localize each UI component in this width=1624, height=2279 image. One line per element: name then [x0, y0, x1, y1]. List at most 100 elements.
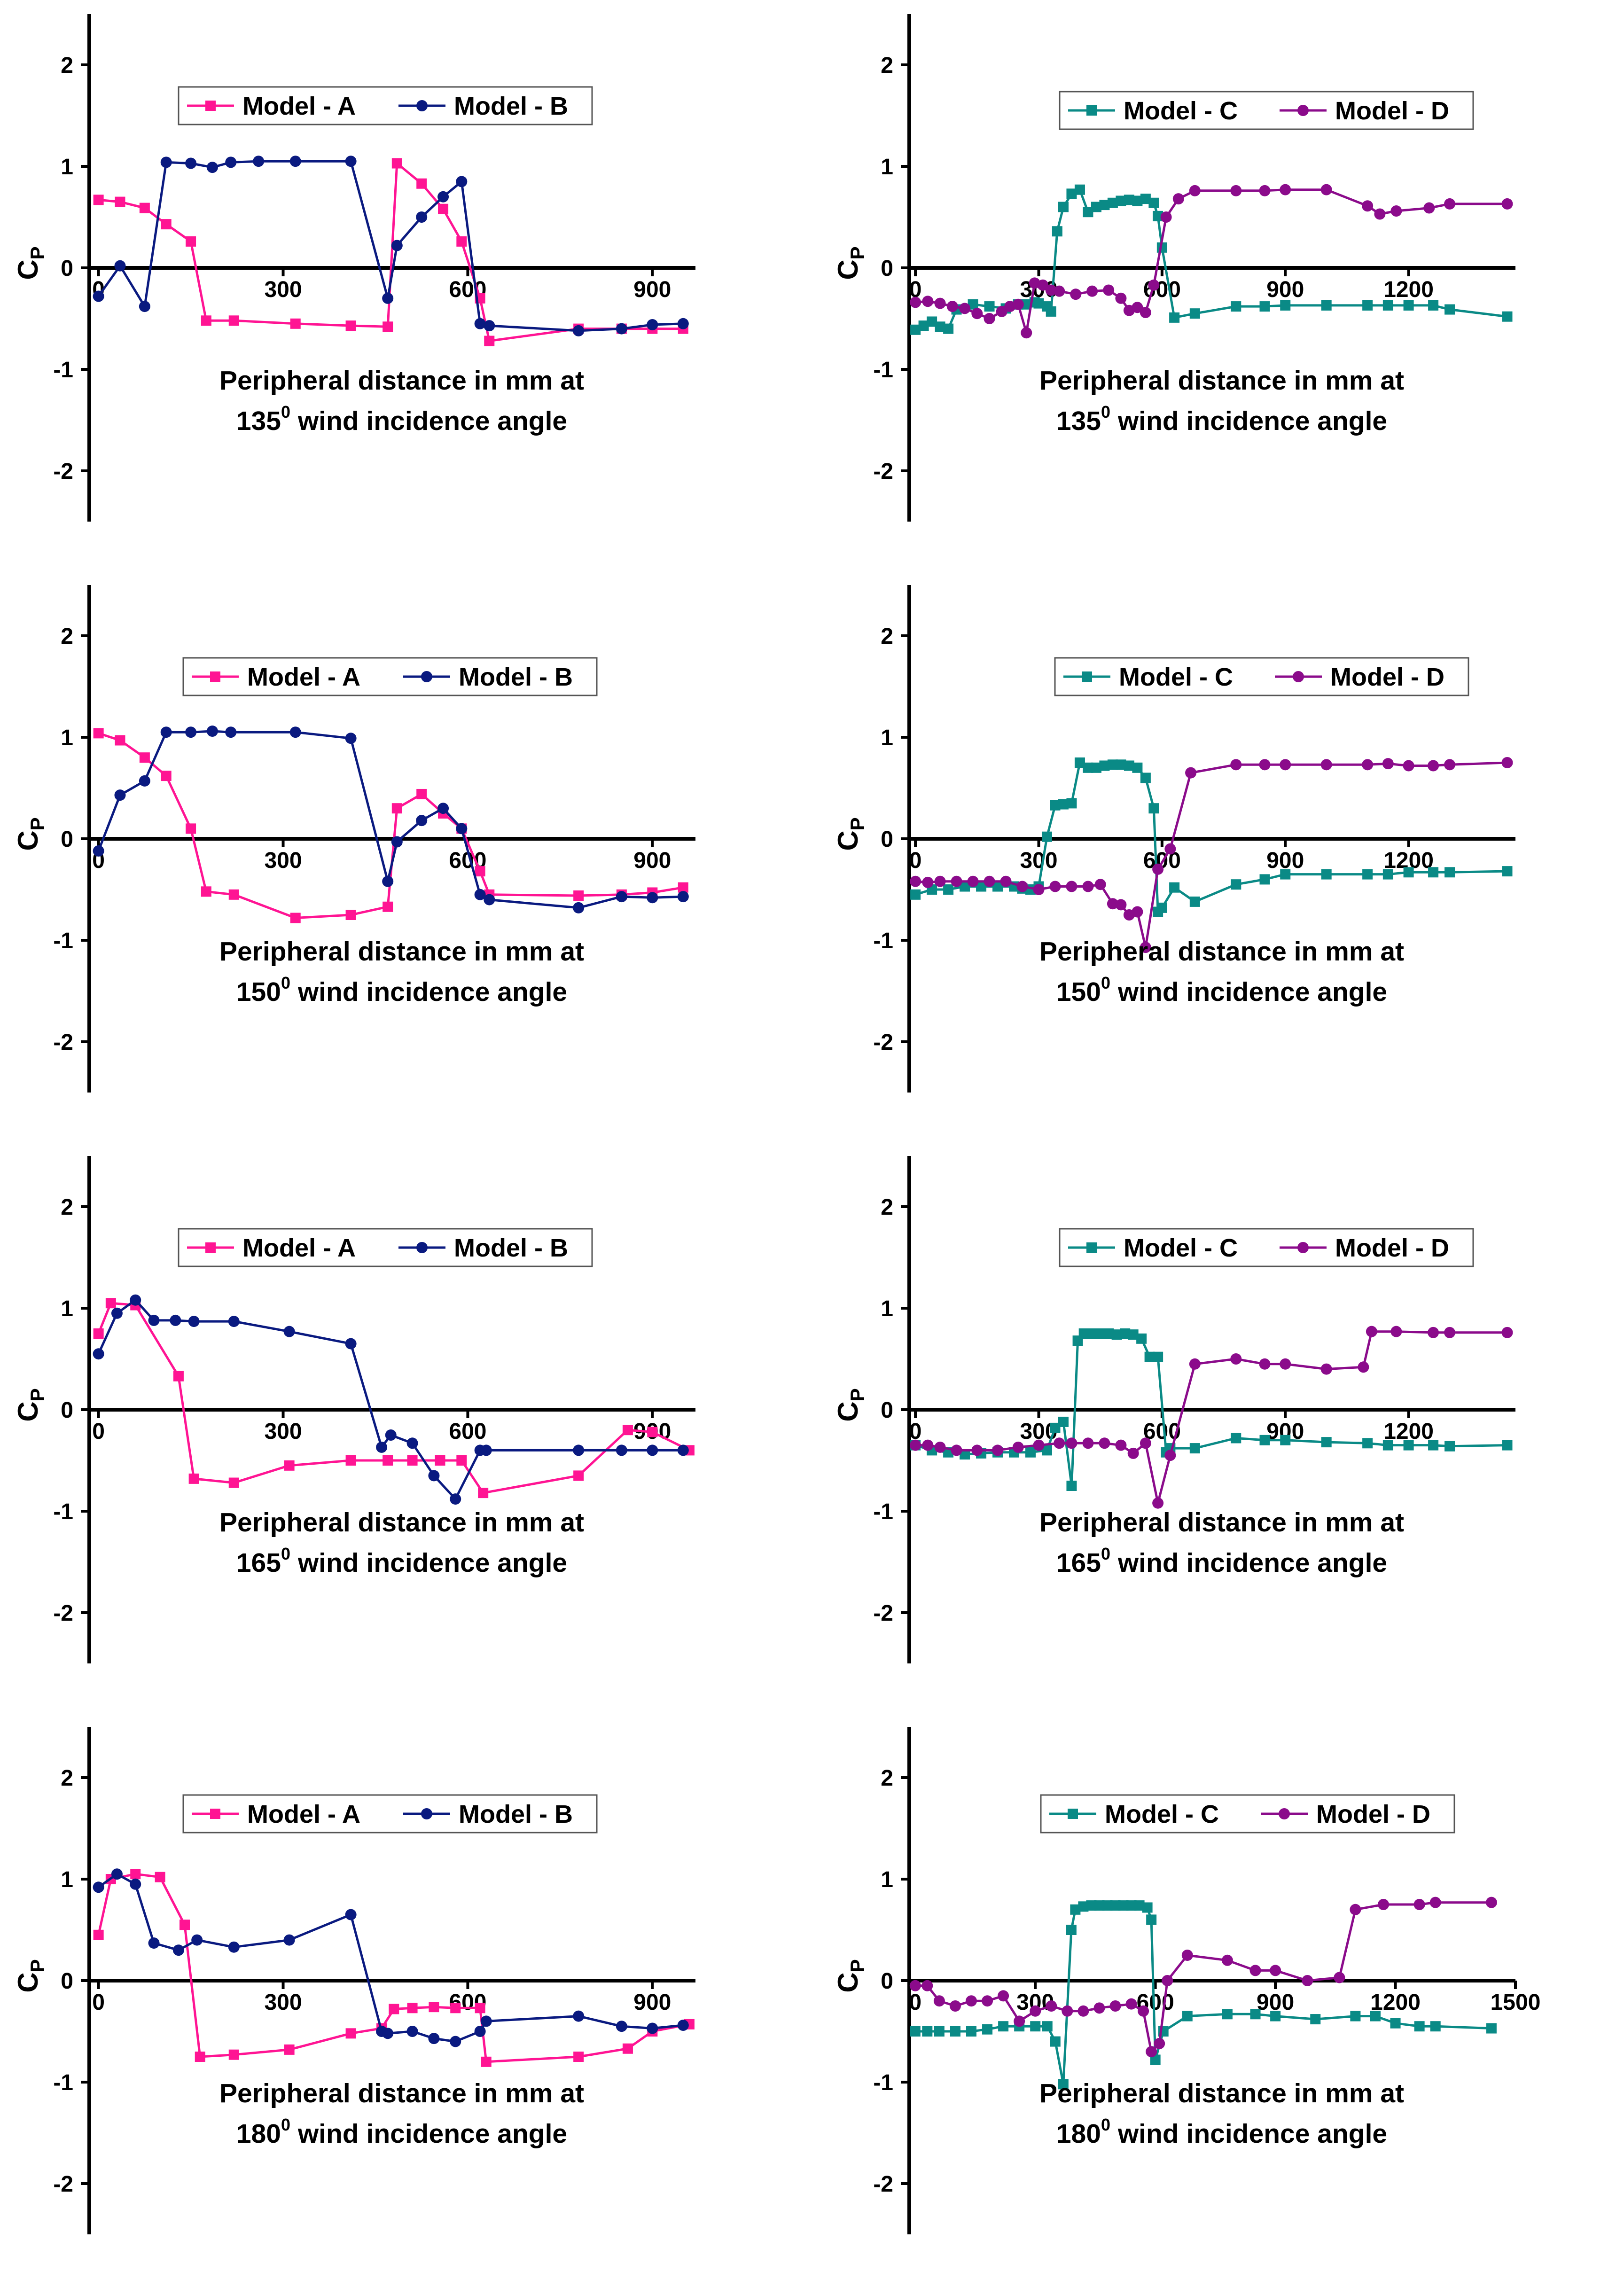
data-point	[622, 1425, 633, 1436]
data-point	[391, 803, 402, 814]
data-point	[1103, 284, 1115, 296]
data-point	[185, 726, 197, 738]
data-point	[201, 886, 211, 897]
data-point	[934, 2026, 945, 2037]
data-point	[1222, 2009, 1233, 2020]
data-point	[1042, 2021, 1053, 2032]
data-point	[160, 156, 172, 168]
data-point	[677, 1444, 689, 1456]
data-point	[345, 156, 357, 167]
data-point	[1050, 2036, 1061, 2047]
data-point	[1132, 906, 1143, 918]
data-point	[376, 1441, 388, 1453]
data-point	[345, 1455, 356, 1466]
y-tick-label: 1	[881, 1296, 893, 1321]
y-tick-label: 1	[61, 155, 73, 180]
data-point	[909, 1980, 921, 1991]
data-point	[1148, 279, 1160, 291]
y-tick-label: -2	[53, 2172, 73, 2197]
data-point	[984, 875, 995, 887]
series-line	[97, 1299, 683, 1500]
data-point	[1502, 1440, 1513, 1451]
data-point	[971, 308, 983, 320]
legend-swatch-marker	[1279, 1808, 1290, 1819]
data-point	[1280, 1435, 1291, 1445]
data-point	[910, 297, 921, 308]
data-point	[1270, 1965, 1281, 1976]
legend-label: Model - D	[1335, 1234, 1449, 1262]
data-point	[435, 1455, 445, 1466]
data-point	[677, 318, 689, 329]
data-point	[1094, 879, 1106, 890]
legend-label: Model - D	[1335, 97, 1449, 125]
data-point	[1502, 866, 1513, 877]
legend-swatch-marker	[1086, 105, 1097, 116]
data-point	[647, 319, 658, 330]
data-point	[1140, 773, 1151, 783]
data-point	[382, 875, 394, 887]
series-markers	[910, 184, 1513, 335]
data-point	[228, 2049, 239, 2060]
data-point	[201, 315, 211, 326]
data-point	[428, 1470, 440, 1482]
data-point	[290, 318, 301, 329]
data-point	[1111, 1329, 1122, 1340]
data-point	[161, 219, 172, 230]
data-point	[115, 196, 125, 207]
y-tick-label: 2	[61, 624, 73, 649]
data-point	[976, 881, 987, 892]
data-point	[1430, 2021, 1441, 2032]
data-point	[1321, 1437, 1332, 1448]
data-point	[416, 211, 428, 223]
data-point	[148, 1314, 160, 1326]
y-tick-label: 0	[881, 1969, 893, 1994]
data-point	[1082, 881, 1094, 892]
x-tick-label: 300	[264, 1990, 302, 2015]
x-tick-label: 0	[92, 1990, 105, 2015]
data-point	[1086, 285, 1098, 297]
data-point	[998, 1990, 1009, 2002]
x-tick-label: 300	[264, 277, 302, 302]
data-point	[922, 876, 934, 888]
data-point	[1030, 2005, 1041, 2017]
data-point	[1182, 2011, 1193, 2021]
data-point	[115, 735, 125, 746]
data-point	[1362, 200, 1374, 212]
data-point	[437, 191, 449, 203]
data-point	[1280, 759, 1291, 771]
x-axis-caption-line2: 1350 wind incidence angle	[1056, 402, 1387, 436]
data-point	[1140, 307, 1151, 319]
legend: Model - C Model - D	[1059, 1228, 1474, 1267]
data-point	[1390, 205, 1402, 217]
data-point	[971, 1444, 983, 1456]
y-tick-label: -1	[873, 929, 893, 953]
data-point	[1152, 863, 1164, 875]
y-axis-label: CP	[832, 246, 868, 280]
data-point	[647, 1427, 658, 1437]
series-markers	[93, 1868, 689, 2047]
data-point	[1078, 1901, 1089, 1912]
data-point	[1259, 759, 1271, 771]
data-point	[93, 1348, 104, 1360]
data-point	[1428, 1327, 1439, 1338]
data-point	[345, 910, 356, 920]
data-point	[1444, 759, 1456, 771]
legend-swatch-marker	[416, 100, 428, 111]
data-point	[1153, 1351, 1163, 1362]
data-point	[1152, 1497, 1164, 1509]
data-point	[148, 1937, 160, 1949]
data-point	[1074, 757, 1085, 768]
data-point	[406, 2026, 418, 2037]
x-axis-caption-line1: Peripheral distance in mm at	[219, 1507, 584, 1538]
x-tick-label: 900	[1266, 277, 1304, 302]
data-point	[966, 2026, 976, 2037]
data-point	[111, 1868, 123, 1880]
data-point	[1382, 869, 1393, 880]
y-axis-label: CP	[12, 246, 48, 280]
data-point	[450, 2036, 461, 2047]
data-point	[1374, 208, 1386, 220]
x-tick-label: 300	[264, 848, 302, 873]
data-point	[1144, 1351, 1155, 1362]
data-point	[678, 882, 688, 893]
